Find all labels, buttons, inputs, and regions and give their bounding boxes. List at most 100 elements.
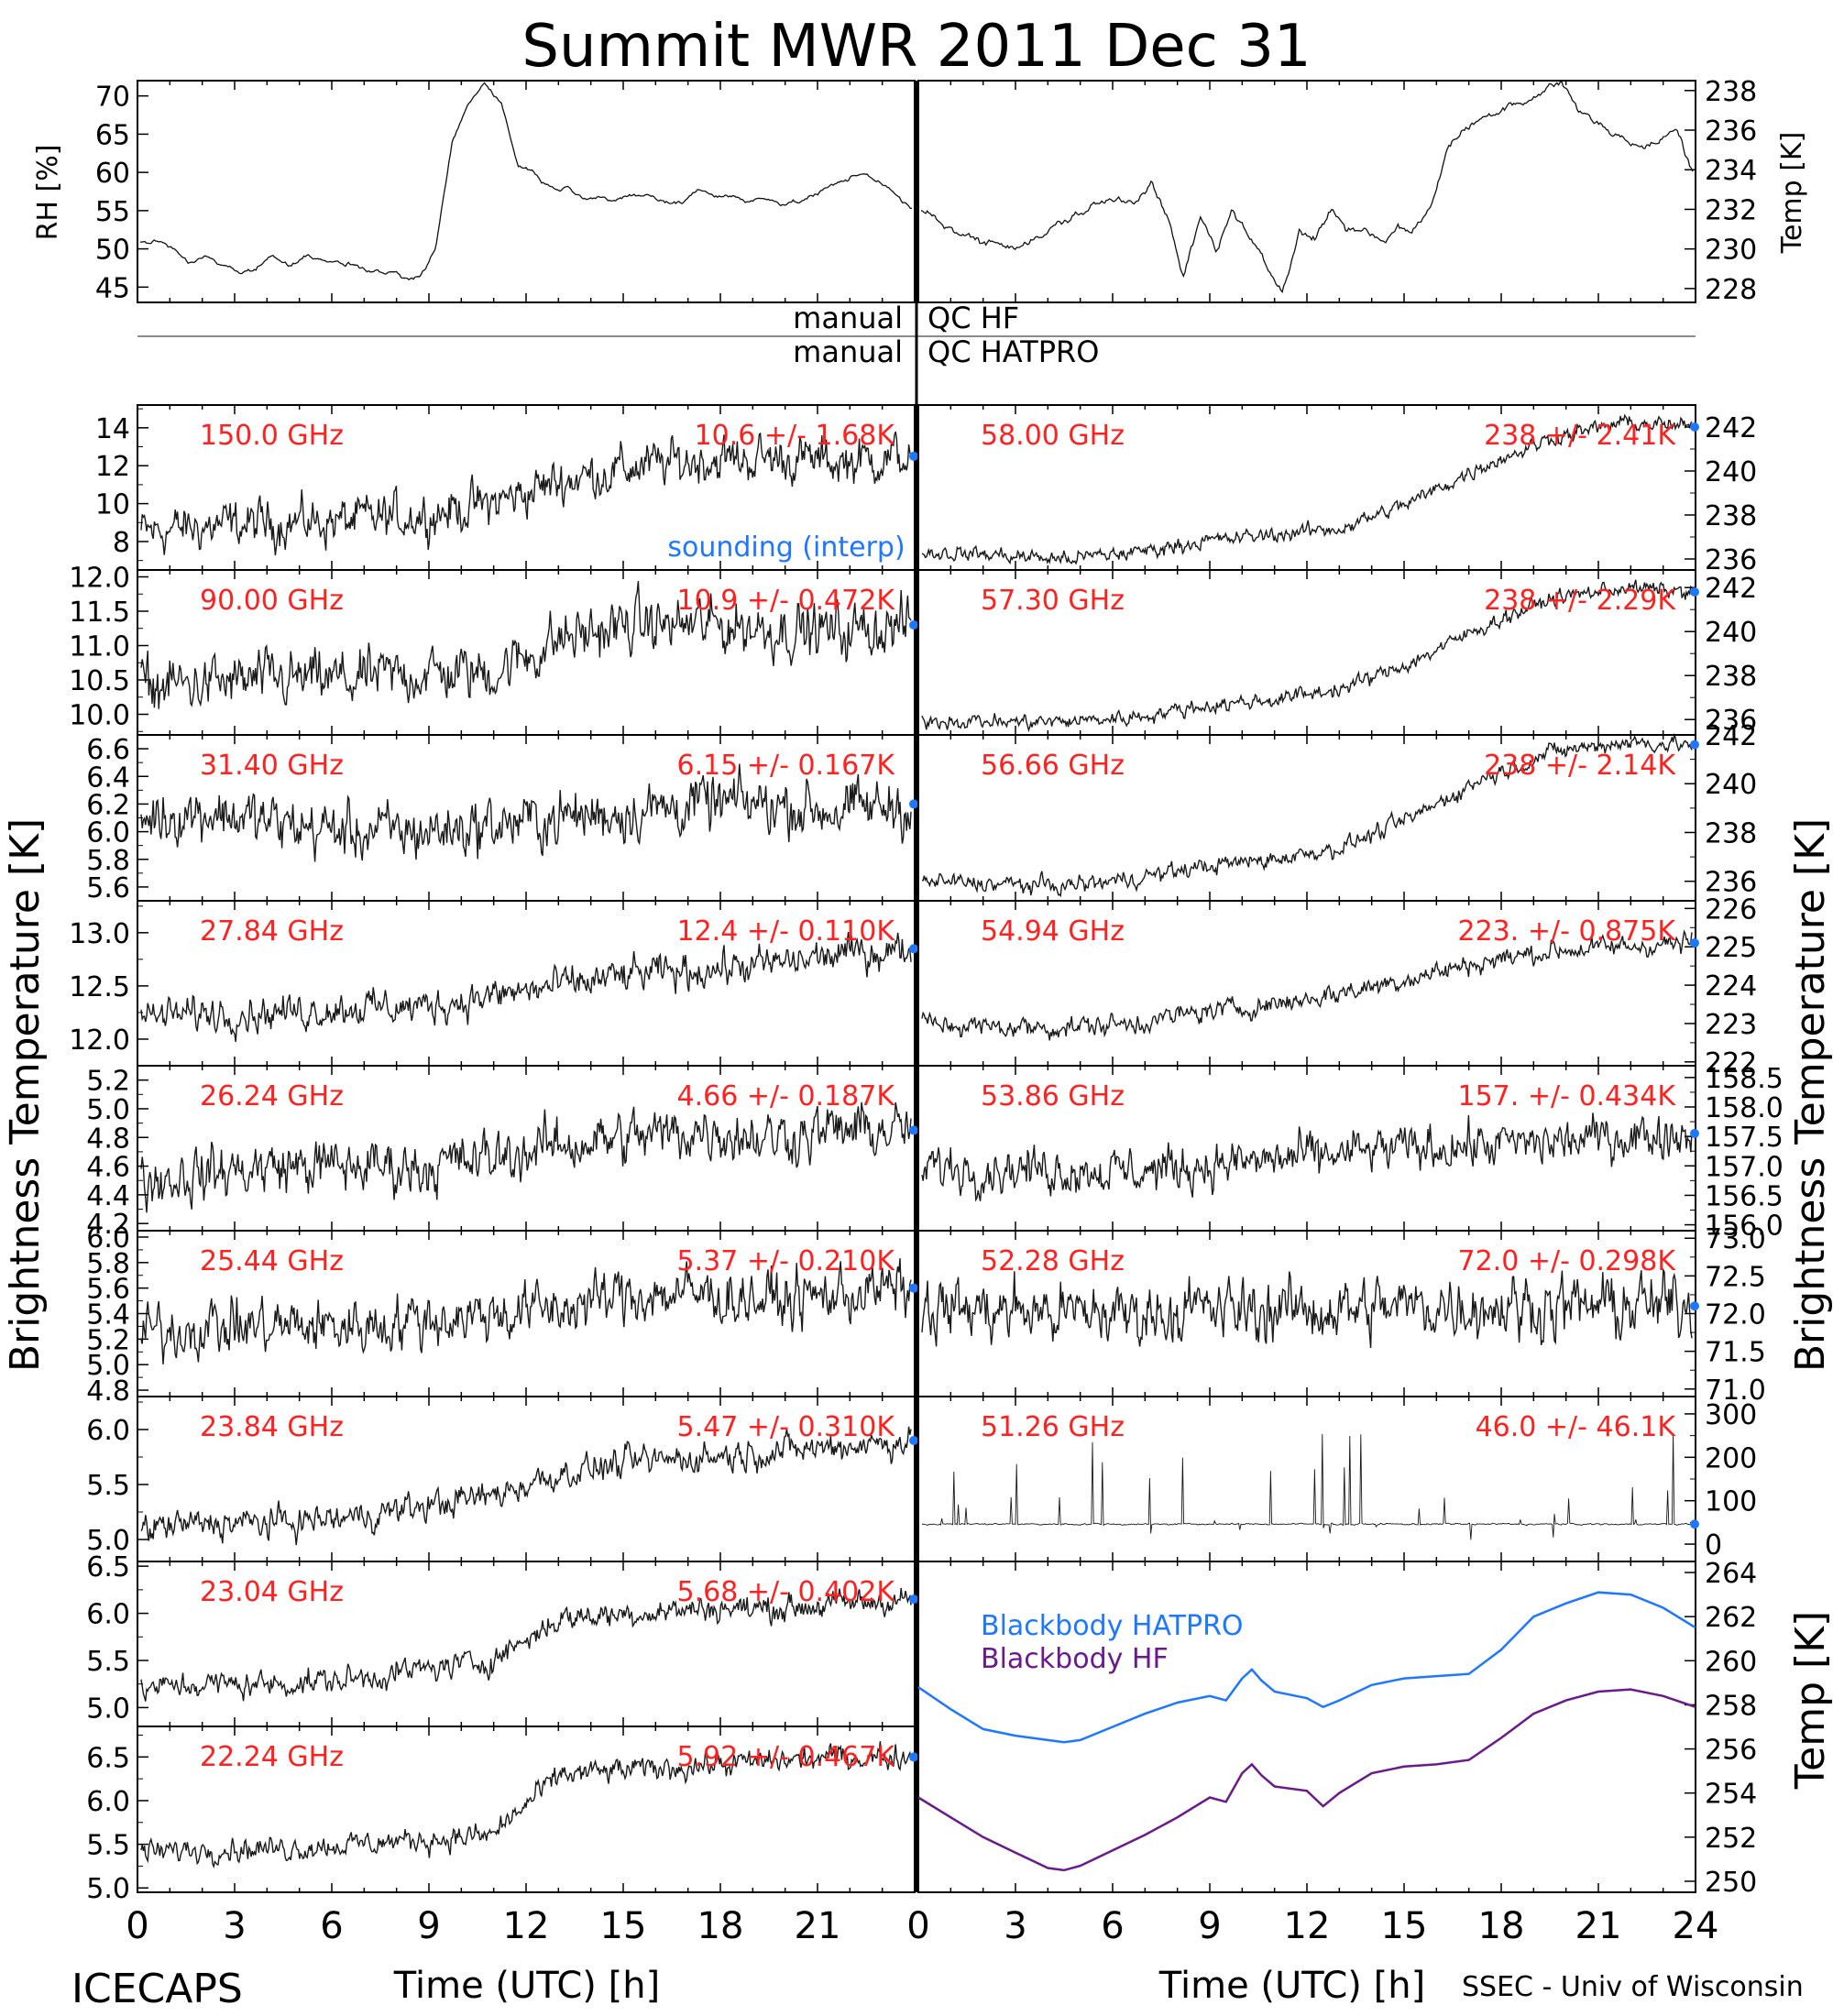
footer-left: ICECAPS: [71, 1966, 243, 2012]
blackbody-ytick-label: 264: [1705, 1558, 1757, 1590]
right-xtick-label: 18: [1478, 1905, 1525, 1947]
panel-26-24-GHz-trace: [140, 1101, 912, 1213]
channel-label: 51.26 GHz: [981, 1411, 1125, 1443]
met-temp-trace: [920, 80, 1694, 294]
panel-25-44-GHz-ytick-label: 5.4: [86, 1299, 130, 1331]
panel-22-24-GHz-ytick-label: 6.5: [86, 1742, 130, 1774]
panel-27-84-GHz-ytick-label: 13.0: [69, 918, 130, 950]
channel-label: 23.04 GHz: [200, 1576, 344, 1608]
panel-54-94-GHz-ytick-label: 222: [1705, 1047, 1757, 1079]
panel-31-40-GHz: 5.65.86.06.26.46.6 31.40 GHz 6.15 +/- 0.16…: [86, 734, 918, 904]
panel-26-24-GHz-sounding-marker: [909, 1125, 918, 1135]
stat-label: 5.68 +/- 0.402K: [677, 1576, 896, 1608]
blackbody-ytick-label: 262: [1705, 1602, 1757, 1634]
right-xtick-label: 24: [1673, 1905, 1719, 1947]
stat-label: 238 +/- 2.14K: [1484, 750, 1676, 782]
panel-58-00-GHz-ytick-label: 238: [1705, 500, 1757, 532]
panel-27-84-GHz-ytick-label: 12.5: [69, 971, 130, 1003]
left-side-label: Brightness Temperature [K]: [2, 818, 49, 1372]
qc-hatpro-prefix: manual: [793, 334, 903, 369]
panel-54-94-GHz-ytick-label: 223: [1705, 1009, 1757, 1041]
met-temp-ytick-label: 232: [1705, 194, 1757, 226]
panel-90-00-GHz-trace: [140, 581, 912, 709]
right-xtick-label: 0: [906, 1905, 929, 1947]
panel-54-94-GHz-sounding-marker: [1690, 938, 1699, 948]
panel-23-04-GHz-ytick-label: 5.5: [86, 1646, 130, 1678]
qc-panel: manual QC HF manual QC HATPRO: [137, 81, 1696, 1892]
panel-26-24-GHz-ytick-label: 4.4: [86, 1180, 130, 1212]
blackbody-ytick-label: 252: [1705, 1823, 1757, 1855]
left-xtick-label: 15: [600, 1905, 647, 1947]
panel-52-28-GHz-ytick-label: 72.5: [1705, 1261, 1766, 1293]
left-xtick-label: 3: [223, 1905, 246, 1947]
channel-label: 52.28 GHz: [981, 1245, 1125, 1277]
stat-label: 12.4 +/- 0.110K: [677, 915, 896, 948]
panel-56-66-GHz: 236 238 240 242 56.66 GHz 238 +/- 2.14K: [917, 720, 1757, 902]
panel-26-24-GHz-ytick-label: 4.2: [86, 1209, 130, 1241]
stat-label: 6.15 +/- 0.167K: [677, 750, 896, 782]
panel-150-0-GHz: 8 10 12 14 150.0 GHz 10.6 +/- 1.68K sounding (…: [95, 404, 918, 571]
channel-label: 25.44 GHz: [200, 1245, 344, 1277]
panel-150-0-GHz-ytick-label: 14: [95, 413, 130, 445]
figure-title: Summit MWR 2011 Dec 31: [521, 13, 1311, 81]
channel-label: 150.0 GHz: [200, 420, 344, 452]
panel-150-0-GHz-ytick-label: 10: [95, 489, 130, 521]
panel-23-84-GHz-trace: [140, 1426, 912, 1546]
panel-52-28-GHz-ytick-label: 71.0: [1705, 1375, 1766, 1407]
stat-label: 46.0 +/- 46.1K: [1476, 1411, 1677, 1443]
panel-26-24-GHz-ytick-label: 5.0: [86, 1094, 130, 1126]
panel-22-24-GHz-ytick-label: 6.0: [86, 1786, 130, 1818]
blackbody-legend-hatpro: Blackbody HATPRO: [981, 1610, 1244, 1642]
panel-31-40-GHz-ytick-label: 6.0: [86, 817, 130, 849]
qc-hf-label: QC HF: [927, 301, 1019, 335]
panel-27-84-GHz-trace: [140, 931, 912, 1043]
panel-23-04-GHz: 5.0 5.5 6.0 6.5 23.04 GHz 5.68 +/- 0.402K: [86, 1551, 918, 1727]
panel-31-40-GHz-trace: [140, 763, 912, 862]
channel-label: 90.00 GHz: [200, 585, 344, 617]
panel-58-00-GHz-sounding-marker: [1690, 422, 1699, 432]
channel-label: 23.84 GHz: [200, 1411, 344, 1443]
right-xaxis-label: Time (UTC) [h]: [1158, 1965, 1425, 2007]
panel-56-66-GHz-ytick-label: 242: [1705, 720, 1757, 752]
left-xaxis-label: Time (UTC) [h]: [393, 1965, 660, 2007]
panel-53-86-GHz-ytick-label: 158.5: [1705, 1063, 1784, 1095]
stat-label: 72.0 +/- 0.298K: [1458, 1245, 1677, 1277]
panel-23-84-GHz-ytick-label: 5.5: [86, 1470, 130, 1502]
channel-label: 27.84 GHz: [200, 915, 344, 948]
blackbody-ytick-label: 260: [1705, 1646, 1757, 1678]
panel-56-66-GHz-ytick-label: 238: [1705, 817, 1757, 849]
stat-label: 5.47 +/- 0.310K: [677, 1411, 896, 1443]
panel-56-66-GHz-ytick-label: 236: [1705, 867, 1757, 899]
panel-31-40-GHz-ytick-label: 5.8: [86, 845, 130, 877]
panel-25-44-GHz-ytick-label: 5.0: [86, 1350, 130, 1382]
panel-57-30-GHz-ytick-label: 242: [1705, 573, 1757, 605]
blackbody-ytick-label: 258: [1705, 1690, 1757, 1722]
met-temp-ytick-label: 234: [1705, 155, 1757, 187]
blackbody-ytick-label: 254: [1705, 1779, 1757, 1811]
met-temp-frame: [917, 80, 1696, 303]
channel-label: 26.24 GHz: [200, 1080, 344, 1112]
panel-25-44-GHz-trace: [140, 1258, 912, 1364]
rh-axis-label: RH [%]: [32, 145, 64, 241]
panel-57-30-GHz-ytick-label: 240: [1705, 617, 1757, 649]
panel-31-40-GHz-ytick-label: 6.6: [86, 734, 130, 766]
right-side-label-lower: Temp [K]: [1787, 1611, 1833, 1790]
channel-label: 53.86 GHz: [981, 1080, 1125, 1112]
panel-53-86-GHz-sounding-marker: [1690, 1128, 1699, 1138]
panel-53-86-GHz-trace: [921, 1112, 1693, 1202]
met-rh-ytick-label: 65: [95, 119, 130, 151]
panel-23-04-GHz-ytick-label: 6.0: [86, 1599, 130, 1631]
met-rh-ytick-label: 45: [95, 272, 130, 304]
channel-label: 22.24 GHz: [200, 1741, 344, 1773]
panel-23-84-GHz-ytick-label: 6.0: [86, 1415, 130, 1447]
panel-52-28-GHz: 71.0 71.5 72.0 72.5 73.0 52.28 GHz 72.0 +/- 0.…: [917, 1223, 1766, 1407]
panel-52-28-GHz-trace: [921, 1267, 1693, 1349]
panel-57-30-GHz-trace: [921, 579, 1693, 733]
panel-90-00-GHz-sounding-marker: [909, 620, 918, 630]
panel-54-94-GHz-trace: [921, 929, 1693, 1041]
right-xtick-label: 3: [1004, 1905, 1026, 1947]
right-channel-panels: 236 238 240 242 58.00 GHz 238 +/- 2.41K 236 238…: [917, 404, 1784, 1562]
panel-26-24-GHz: 4.24.44.64.85.05.2 26.24 GHz 4.66 +/- 0.18…: [86, 1065, 918, 1241]
panel-27-84-GHz-ytick-label: 12.0: [69, 1024, 130, 1057]
